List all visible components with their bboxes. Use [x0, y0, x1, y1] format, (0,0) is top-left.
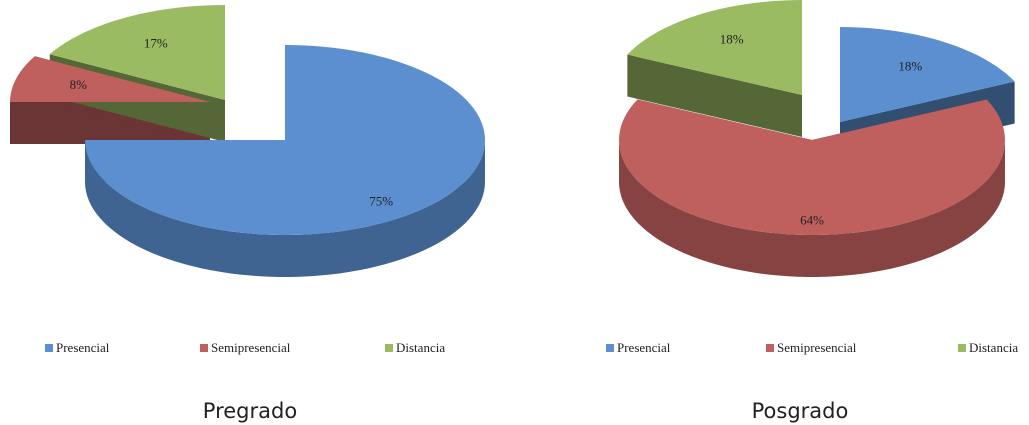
- legend-swatch: [385, 344, 393, 352]
- data-label: 75%: [369, 193, 393, 208]
- chart-title: Pregrado: [203, 399, 297, 423]
- data-label: 18%: [720, 31, 744, 46]
- data-label: 64%: [800, 212, 824, 227]
- slice-side: [85, 140, 485, 277]
- slice: [619, 99, 1005, 235]
- legend-label: Presencial: [617, 340, 671, 355]
- slice: [10, 56, 210, 102]
- pie-1: 18% 64% 18%: [619, 0, 1015, 277]
- slice: [627, 0, 802, 95]
- legend-swatch: [45, 344, 53, 352]
- legend-label: Semipresencial: [211, 340, 291, 355]
- legend-swatch: [200, 344, 208, 352]
- legend-label: Semipresencial: [777, 340, 857, 355]
- legend-swatch: [606, 344, 614, 352]
- data-label: 17%: [144, 35, 168, 50]
- slice: [49, 5, 225, 100]
- pie-0: 75% 8% 17%: [10, 5, 485, 277]
- slice-edge: [627, 54, 802, 138]
- legend-label: Distancia: [396, 340, 445, 355]
- slice: [840, 27, 1015, 122]
- slice: [85, 45, 485, 235]
- data-label: 8%: [70, 77, 88, 92]
- legend-label: Presencial: [56, 340, 110, 355]
- chart-title: Posgrado: [752, 399, 849, 423]
- legend-swatch: [766, 344, 774, 352]
- slice-side: [619, 140, 1005, 277]
- legend-label: Distancia: [969, 340, 1018, 355]
- data-label: 18%: [898, 58, 922, 73]
- legend-swatch: [958, 344, 966, 352]
